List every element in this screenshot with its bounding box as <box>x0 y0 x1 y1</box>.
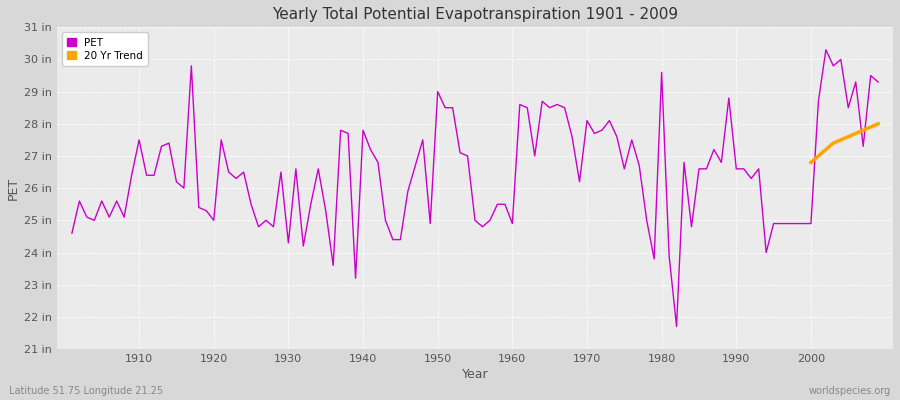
Title: Yearly Total Potential Evapotranspiration 1901 - 2009: Yearly Total Potential Evapotranspiratio… <box>272 7 678 22</box>
X-axis label: Year: Year <box>462 368 489 381</box>
Text: Latitude 51.75 Longitude 21.25: Latitude 51.75 Longitude 21.25 <box>9 386 163 396</box>
Legend: PET, 20 Yr Trend: PET, 20 Yr Trend <box>62 32 148 66</box>
Y-axis label: PET: PET <box>7 176 20 200</box>
Text: worldspecies.org: worldspecies.org <box>809 386 891 396</box>
